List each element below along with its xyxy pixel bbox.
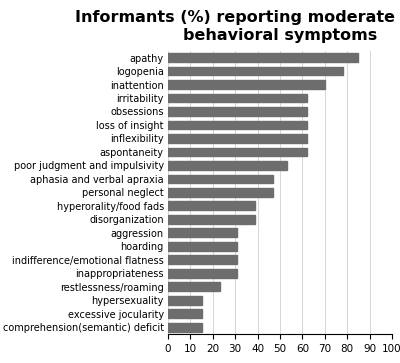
Bar	[168, 80, 325, 89]
Bar	[168, 323, 202, 332]
Bar	[168, 67, 343, 76]
Bar	[168, 269, 238, 278]
Bar	[168, 134, 307, 143]
Bar	[168, 107, 307, 116]
Bar	[168, 228, 238, 237]
Bar	[168, 161, 287, 170]
Bar	[168, 242, 238, 251]
Bar	[168, 256, 238, 264]
Bar	[168, 215, 255, 224]
Bar	[168, 296, 202, 305]
Bar	[168, 175, 273, 183]
Bar	[168, 94, 307, 102]
Bar	[168, 282, 220, 291]
Bar	[168, 121, 307, 129]
Bar	[168, 188, 273, 197]
Bar	[168, 309, 202, 318]
Title: Informants (%) reporting moderate to severe
behavioral symptoms: Informants (%) reporting moderate to sev…	[75, 10, 400, 43]
Bar	[168, 53, 358, 62]
Bar	[168, 147, 307, 156]
Bar	[168, 201, 255, 210]
